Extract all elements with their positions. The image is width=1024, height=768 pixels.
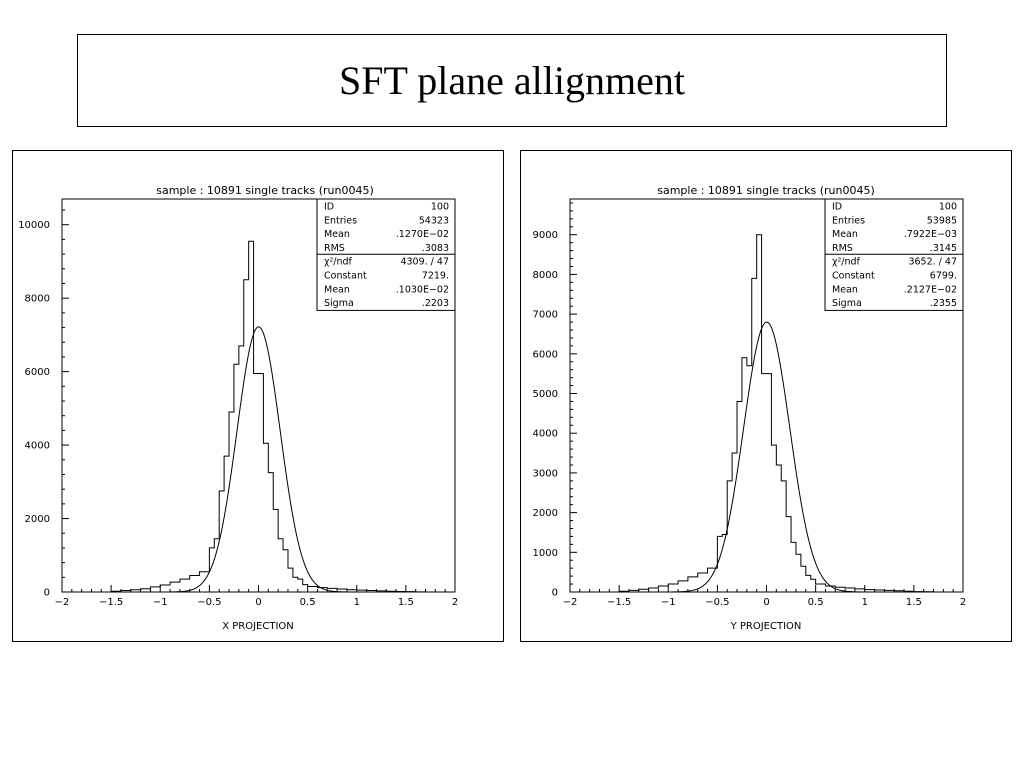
stats-value: 54323 bbox=[419, 215, 449, 226]
x-tick-label: 0.5 bbox=[300, 597, 316, 608]
stats-value: 53985 bbox=[927, 215, 957, 226]
y-tick-label: 9000 bbox=[533, 230, 558, 241]
x-tick-label: −1.5 bbox=[607, 597, 631, 608]
x-tick-label: −1 bbox=[661, 597, 676, 608]
stats-value: .1270E−02 bbox=[396, 229, 449, 240]
x-axis-label: X PROJECTION bbox=[222, 621, 294, 632]
y-tick-label: 3000 bbox=[533, 468, 558, 479]
chart-x-projection: sample : 10891 single tracks (run0045) X… bbox=[12, 150, 504, 642]
stats-value: .2355 bbox=[930, 298, 957, 309]
x-tick-label: −1.5 bbox=[99, 597, 123, 608]
y-tick-label: 7000 bbox=[533, 310, 558, 321]
y-tick-label: 8000 bbox=[25, 294, 50, 305]
stats-value: .3083 bbox=[422, 243, 449, 254]
stats-label: ID bbox=[324, 202, 334, 213]
stats-label: Mean bbox=[832, 284, 858, 295]
y-tick-label: 2000 bbox=[25, 514, 50, 525]
y-tick-label: 6000 bbox=[25, 367, 50, 378]
y-tick-label: 4000 bbox=[533, 429, 558, 440]
x-tick-label: 0 bbox=[763, 597, 769, 608]
x-tick-label: 2 bbox=[452, 597, 458, 608]
histogram-bins bbox=[618, 234, 935, 593]
stats-value: .2127E−02 bbox=[904, 284, 957, 295]
chart-panel-x: sample : 10891 single tracks (run0045) X… bbox=[12, 150, 504, 642]
stats-value: 100 bbox=[939, 202, 957, 213]
y-tick-label: 0 bbox=[44, 588, 50, 599]
slide-title: SFT plane allignment bbox=[339, 58, 685, 103]
gaussian-fit-curve bbox=[668, 321, 865, 593]
stats-value: .3145 bbox=[930, 243, 957, 254]
stats-label: Constant bbox=[324, 271, 367, 282]
stats-value: .7922E−03 bbox=[904, 229, 957, 240]
x-tick-label: 1 bbox=[354, 597, 360, 608]
y-tick-label: 1000 bbox=[533, 548, 558, 559]
x-tick-label: −2 bbox=[55, 597, 70, 608]
stats-label: Sigma bbox=[832, 298, 862, 309]
x-tick-label: 0 bbox=[255, 597, 261, 608]
y-tick-label: 0 bbox=[552, 588, 558, 599]
gaussian-fit-curve bbox=[160, 326, 357, 593]
stats-value: .1030E−02 bbox=[396, 284, 449, 295]
stats-label: Mean bbox=[324, 229, 350, 240]
stats-value: 100 bbox=[431, 202, 449, 213]
stats-value: 6799. bbox=[930, 271, 957, 282]
stats-label: Sigma bbox=[324, 298, 354, 309]
chart-panel-y: sample : 10891 single tracks (run0045) Y… bbox=[520, 150, 1012, 642]
stats-value: 7219. bbox=[422, 271, 449, 282]
y-tick-label: 5000 bbox=[533, 389, 558, 400]
chart-title: sample : 10891 single tracks (run0045) bbox=[657, 184, 875, 197]
stats-label: χ²/ndf bbox=[324, 257, 353, 268]
stats-label: χ²/ndf bbox=[832, 257, 861, 268]
y-tick-label: 8000 bbox=[533, 270, 558, 281]
stats-label: Constant bbox=[832, 271, 875, 282]
slide-title-box: SFT plane allignment bbox=[77, 34, 947, 127]
y-tick-label: 2000 bbox=[533, 508, 558, 519]
x-axis-label: Y PROJECTION bbox=[730, 621, 802, 632]
stats-value: 3652. / 47 bbox=[908, 257, 957, 268]
stats-label: Entries bbox=[324, 215, 357, 226]
x-tick-label: −0.5 bbox=[197, 597, 221, 608]
x-tick-label: 1 bbox=[862, 597, 868, 608]
stats-label: RMS bbox=[832, 243, 853, 254]
x-tick-label: 0.5 bbox=[808, 597, 824, 608]
stats-label: ID bbox=[832, 202, 842, 213]
x-tick-label: −2 bbox=[563, 597, 578, 608]
y-tick-label: 6000 bbox=[533, 349, 558, 360]
x-tick-label: 1.5 bbox=[398, 597, 414, 608]
stats-label: Mean bbox=[324, 284, 350, 295]
x-tick-label: 1.5 bbox=[906, 597, 922, 608]
chart-title: sample : 10891 single tracks (run0045) bbox=[156, 184, 374, 197]
x-tick-label: −0.5 bbox=[705, 597, 729, 608]
stats-label: RMS bbox=[324, 243, 345, 254]
x-tick-label: −1 bbox=[153, 597, 168, 608]
stats-label: Mean bbox=[832, 229, 858, 240]
stats-label: Entries bbox=[832, 215, 865, 226]
chart-y-projection: sample : 10891 single tracks (run0045) Y… bbox=[520, 150, 1012, 642]
stats-value: .2203 bbox=[422, 298, 449, 309]
histogram-bins bbox=[110, 240, 427, 593]
stats-value: 4309. / 47 bbox=[400, 257, 449, 268]
x-tick-label: 2 bbox=[960, 597, 966, 608]
y-tick-label: 10000 bbox=[18, 220, 50, 231]
y-tick-label: 4000 bbox=[25, 441, 50, 452]
